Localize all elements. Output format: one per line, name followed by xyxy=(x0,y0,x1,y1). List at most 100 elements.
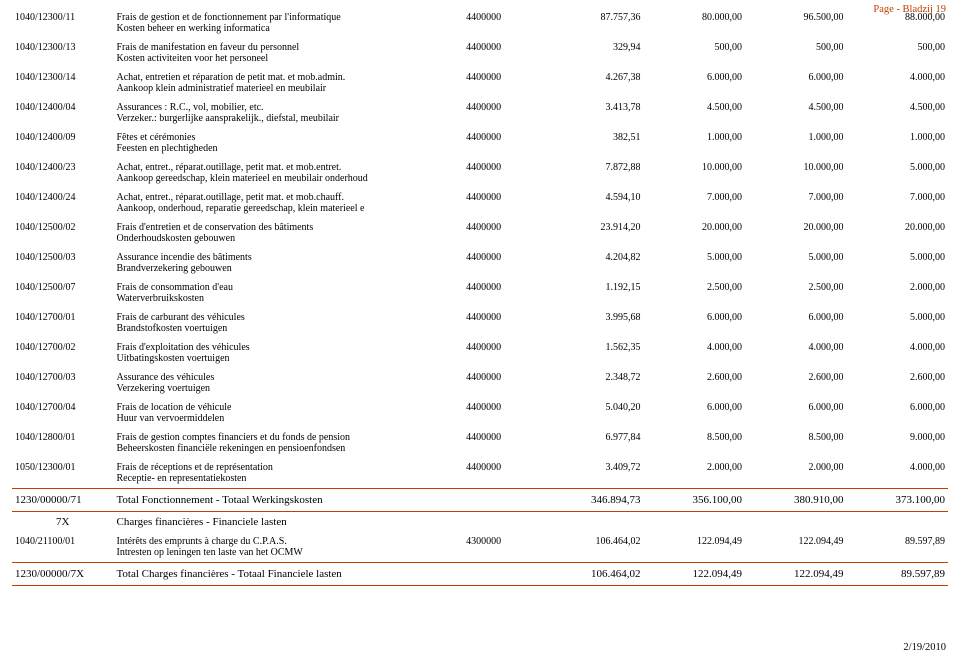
row-v1: 87.757,36 xyxy=(542,8,643,38)
row-code: 1040/21100/01 xyxy=(12,532,113,563)
row-v1: 3.413,78 xyxy=(542,98,643,128)
row-desc: Intérêts des emprunts à charge du C.P.A.… xyxy=(113,532,463,563)
row-v4: 5.000,00 xyxy=(846,158,948,188)
row-code: 1040/12500/02 xyxy=(12,218,113,248)
row-code: 1040/12500/07 xyxy=(12,278,113,308)
row-v3: 10.000,00 xyxy=(745,158,846,188)
row-v1: 1.192,15 xyxy=(542,278,643,308)
table-row: 1040/12400/24Achat, entret., réparat.out… xyxy=(12,188,948,218)
row-v1: 4.594,10 xyxy=(542,188,643,218)
section-header: 7XCharges financières - Financiele laste… xyxy=(12,512,948,533)
table-row: 1230/00000/7XTotal Charges financières -… xyxy=(12,563,948,586)
row-v3: 96.500,00 xyxy=(745,8,846,38)
row-acct: 4400000 xyxy=(463,128,542,158)
row-v3: 6.000,00 xyxy=(745,398,846,428)
row-desc: Frais de gestion comptes financiers et d… xyxy=(113,428,463,458)
row-v4: 2.000,00 xyxy=(846,278,948,308)
row-v4: 89.597,89 xyxy=(846,532,948,563)
row-v1: 4.267,38 xyxy=(542,68,643,98)
row-code: 1050/12300/01 xyxy=(12,458,113,489)
row-v4: 4.000,00 xyxy=(846,68,948,98)
row-v4: 4.000,00 xyxy=(846,338,948,368)
row-acct: 4400000 xyxy=(463,398,542,428)
row-acct: 4400000 xyxy=(463,188,542,218)
row-desc: Total Fonctionnement - Totaal Werkingsko… xyxy=(113,489,463,512)
row-v3: 7.000,00 xyxy=(745,188,846,218)
table-row: 1050/12300/01Frais de réceptions et de r… xyxy=(12,458,948,489)
row-acct: 4400000 xyxy=(463,278,542,308)
row-v1: 3.409,72 xyxy=(542,458,643,489)
table-row: 1040/12500/02Frais d'entretien et de con… xyxy=(12,218,948,248)
budget-table: 1040/12300/11Frais de gestion et de fonc… xyxy=(12,8,948,586)
row-desc: Assurance des véhiculesVerzekering voert… xyxy=(113,368,463,398)
row-v4: 5.000,00 xyxy=(846,248,948,278)
row-v2: 8.500,00 xyxy=(643,428,744,458)
row-desc: Frais d'entretien et de conservation des… xyxy=(113,218,463,248)
row-code: 1040/12400/24 xyxy=(12,188,113,218)
row-code: 1040/12400/23 xyxy=(12,158,113,188)
row-acct: 4400000 xyxy=(463,428,542,458)
row-v2: 122.094,49 xyxy=(643,563,744,586)
page-number: Page - Bladzij 19 xyxy=(873,4,946,15)
row-v3: 2.000,00 xyxy=(745,458,846,489)
row-v2: 2.500,00 xyxy=(643,278,744,308)
row-code: 1040/12700/04 xyxy=(12,398,113,428)
section-title: Charges financières - Financiele lasten xyxy=(113,512,463,533)
row-v4: 20.000,00 xyxy=(846,218,948,248)
row-desc: Frais d'exploitation des véhiculesUitbat… xyxy=(113,338,463,368)
row-v4: 4.500,00 xyxy=(846,98,948,128)
row-desc: Frais de carburant des véhiculesBrandsto… xyxy=(113,308,463,338)
row-v2: 6.000,00 xyxy=(643,398,744,428)
row-v4: 6.000,00 xyxy=(846,398,948,428)
row-v1: 382,51 xyxy=(542,128,643,158)
row-v4: 9.000,00 xyxy=(846,428,948,458)
row-v2: 500,00 xyxy=(643,38,744,68)
row-code: 1040/12400/04 xyxy=(12,98,113,128)
row-acct: 4400000 xyxy=(463,218,542,248)
row-v2: 7.000,00 xyxy=(643,188,744,218)
row-acct: 4400000 xyxy=(463,8,542,38)
row-desc: Frais de location de véhiculeHuur van ve… xyxy=(113,398,463,428)
row-desc: Frais de gestion et de fonctionnement pa… xyxy=(113,8,463,38)
row-v1: 106.464,02 xyxy=(542,563,643,586)
row-desc: Achat, entret., réparat.outillage, petit… xyxy=(113,188,463,218)
row-acct xyxy=(463,563,542,586)
row-v2: 10.000,00 xyxy=(643,158,744,188)
row-code: 1040/12700/02 xyxy=(12,338,113,368)
row-v2: 6.000,00 xyxy=(643,68,744,98)
row-desc: Assurances : R.C., vol, mobilier, etc.Ve… xyxy=(113,98,463,128)
row-v3: 500,00 xyxy=(745,38,846,68)
row-v3: 122.094,49 xyxy=(745,532,846,563)
row-v2: 122.094,49 xyxy=(643,532,744,563)
row-desc: Frais de consommation d'eauWaterverbruik… xyxy=(113,278,463,308)
table-row: 1040/12300/14Achat, entretien et réparat… xyxy=(12,68,948,98)
table-row: 1040/12700/01Frais de carburant des véhi… xyxy=(12,308,948,338)
row-v2: 20.000,00 xyxy=(643,218,744,248)
row-v4: 1.000,00 xyxy=(846,128,948,158)
row-v4: 89.597,89 xyxy=(846,563,948,586)
row-v2: 4.000,00 xyxy=(643,338,744,368)
row-v2: 6.000,00 xyxy=(643,308,744,338)
row-v3: 380.910,00 xyxy=(745,489,846,512)
row-code: 1040/12800/01 xyxy=(12,428,113,458)
row-v4: 5.000,00 xyxy=(846,308,948,338)
row-v2: 1.000,00 xyxy=(643,128,744,158)
row-desc: Achat, entretien et réparation de petit … xyxy=(113,68,463,98)
row-code: 1040/12300/11 xyxy=(12,8,113,38)
row-v3: 4.500,00 xyxy=(745,98,846,128)
row-v2: 5.000,00 xyxy=(643,248,744,278)
table-row: 1040/12300/13Frais de manifestation en f… xyxy=(12,38,948,68)
row-desc: Achat, entret., réparat.outillage, petit… xyxy=(113,158,463,188)
row-code: 1230/00000/7X xyxy=(12,563,113,586)
row-v3: 122.094,49 xyxy=(745,563,846,586)
row-v3: 2.500,00 xyxy=(745,278,846,308)
row-acct: 4300000 xyxy=(463,532,542,563)
row-code: 1040/12700/03 xyxy=(12,368,113,398)
row-v4: 373.100,00 xyxy=(846,489,948,512)
row-v4: 7.000,00 xyxy=(846,188,948,218)
row-desc: Total Charges financières - Totaal Finan… xyxy=(113,563,463,586)
table-row: 1040/12800/01Frais de gestion comptes fi… xyxy=(12,428,948,458)
row-v4: 2.600,00 xyxy=(846,368,948,398)
row-v1: 7.872,88 xyxy=(542,158,643,188)
row-v1: 2.348,72 xyxy=(542,368,643,398)
